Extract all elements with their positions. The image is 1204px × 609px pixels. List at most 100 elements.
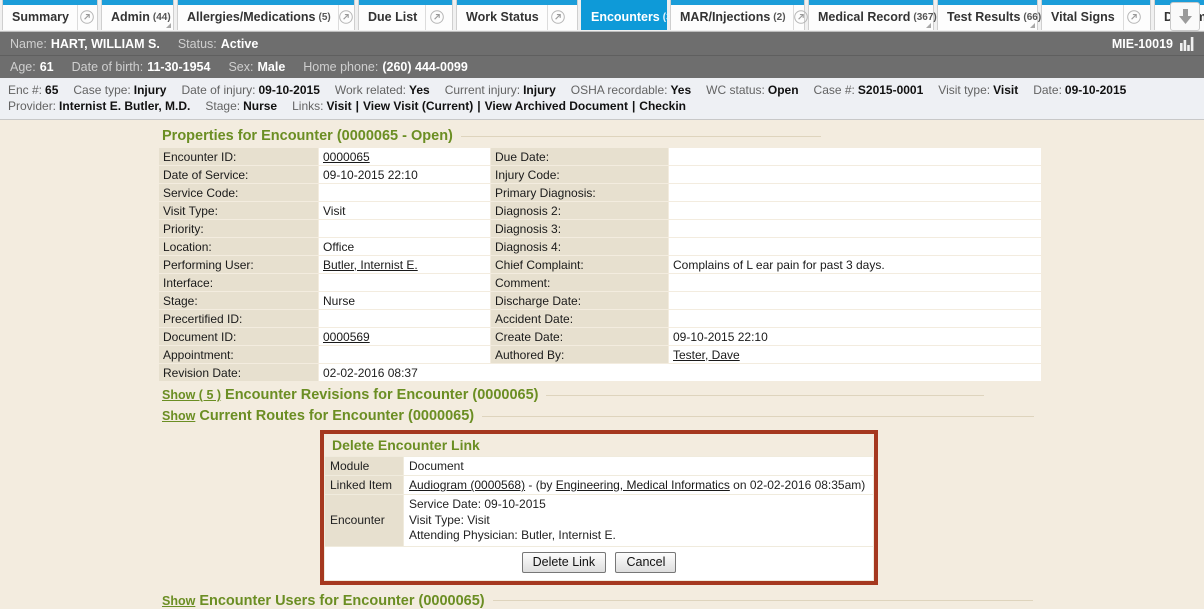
property-label: Diagnosis 2:	[490, 201, 669, 220]
tab-bar: Summary Admin (44) Allergies/Medications (5)…	[0, 0, 1204, 32]
tab-allergies-medications[interactable]: Allergies/Medications (5)	[177, 0, 355, 30]
tab-popout-icon[interactable]	[546, 0, 569, 30]
enc-field-value: 09-10-2015	[1064, 83, 1127, 97]
table-row: Service Code: Primary Diagnosis:	[158, 183, 1042, 202]
property-value: 09-10-2015 22:10	[318, 165, 491, 184]
tab-vital-signs[interactable]: Vital Signs	[1041, 0, 1151, 30]
encounter-link-checkin[interactable]: Checkin	[639, 99, 686, 113]
tab-mar-injections[interactable]: MAR/Injections (2)	[670, 0, 808, 30]
property-label: Comment:	[490, 273, 669, 292]
property-value	[668, 165, 1042, 184]
bar-chart-icon[interactable]	[1180, 36, 1196, 51]
property-label: Encounter ID:	[158, 147, 319, 166]
links-label: Links:	[292, 99, 324, 113]
table-row: Priority: Diagnosis 3:	[158, 219, 1042, 238]
tab-admin[interactable]: Admin (44)	[101, 0, 174, 30]
encounter-service-date: Service Date: 09-10-2015	[409, 497, 546, 511]
section-encounter-revisions: Show ( 5 ) Encounter Revisions for Encoun…	[158, 387, 1204, 403]
encounter-link-view-archived-document[interactable]: View Archived Document	[484, 99, 628, 113]
enc-field-value: 65	[45, 83, 59, 97]
tab-label: MAR/Injections	[680, 10, 771, 24]
property-value: 09-10-2015 22:10	[668, 327, 1042, 346]
tab-label: Allergies/Medications	[187, 10, 316, 24]
property-label: Injury Code:	[490, 165, 669, 184]
property-label: Location:	[158, 237, 319, 256]
encounter-attending-physician: Attending Physician: Butler, Internist E…	[409, 528, 616, 542]
tab-popout-icon[interactable]	[425, 0, 447, 30]
enc-field-value: Yes	[409, 83, 430, 97]
property-label: Document ID:	[158, 327, 319, 346]
table-row: Revision Date: 02-02-2016 08:37	[158, 363, 1042, 382]
tab-count-badge: (2)	[773, 12, 786, 23]
tab-popout-icon[interactable]	[76, 0, 97, 30]
properties-section-title: Properties for Encounter (0000065 - Open…	[158, 128, 1204, 147]
property-label: Diagnosis 4:	[490, 237, 669, 256]
enc-field-value: Injury	[133, 83, 167, 97]
property-value-link[interactable]: 0000569	[323, 329, 370, 344]
property-value-link[interactable]: Butler, Internist E.	[323, 257, 418, 272]
dialog-encounter-value: Service Date: 09-10-2015 Visit Type: Vis…	[403, 494, 874, 547]
show-link-current-routes[interactable]: Show	[162, 409, 196, 423]
property-value[interactable]: Butler, Internist E.	[318, 255, 491, 274]
home-phone-label: Home phone:	[303, 60, 379, 74]
enc-field-label: Current injury:	[444, 83, 521, 97]
table-row: Location: Office Diagnosis 4:	[158, 237, 1042, 256]
encounter-link-visit[interactable]: Visit	[326, 99, 352, 113]
section-current-routes: Show Current Routes for Encounter (000006…	[158, 408, 1204, 424]
property-value	[318, 273, 491, 292]
table-row: Precertified ID: Accident Date:	[158, 309, 1042, 328]
enc-field-label: Visit type:	[938, 83, 991, 97]
encounter-links: Visit | View Visit (Current) | View Archived…	[326, 99, 686, 113]
tab-popout-icon[interactable]	[337, 0, 354, 30]
dialog-button-bar: Delete Link Cancel	[324, 545, 874, 581]
tab-popout-icon[interactable]	[792, 0, 808, 30]
tab-encounters[interactable]: Encounters (3)	[581, 0, 675, 30]
encounter-info-row-2: Provider: Internist E. Butler, M.D. Stage:…	[8, 98, 1196, 114]
delete-link-button[interactable]: Delete Link	[521, 551, 607, 573]
property-value[interactable]: 0000065	[318, 147, 491, 166]
dialog-row-encounter: Encounter Service Date: 09-10-2015 Visit…	[324, 494, 874, 547]
tab-work-status[interactable]: Work Status	[456, 0, 578, 30]
encounter-link-view-visit-current[interactable]: View Visit (Current)	[362, 99, 474, 113]
show-link-encounter-users[interactable]: Show	[162, 593, 196, 608]
download-arrow-button[interactable]	[1170, 2, 1200, 31]
tab-count-badge: (44)	[152, 12, 171, 23]
patient-status-value: Active	[220, 36, 259, 51]
property-value[interactable]: Tester, Dave	[668, 345, 1042, 364]
enc-field-label: OSHA recordable:	[570, 83, 668, 97]
section-title-encounter-users: Encounter Users for Encounter (0000065)	[199, 592, 485, 609]
property-label: Diagnosis 3:	[490, 219, 669, 238]
enc-field-label: Date of injury:	[181, 83, 256, 97]
property-value-link[interactable]: Tester, Dave	[673, 347, 740, 362]
property-value	[668, 183, 1042, 202]
property-value[interactable]: 0000569	[318, 327, 491, 346]
tab-dropdown-triangle-icon[interactable]	[1030, 23, 1035, 28]
encounter-visit-type: Visit Type: Visit	[409, 512, 490, 527]
age-value: 61	[39, 60, 54, 74]
delete-encounter-link-dialog: Delete Encounter Link Module Document Li…	[320, 430, 878, 585]
tab-medical-record[interactable]: Medical Record (367)	[808, 0, 937, 30]
enc-field-value: Open	[767, 83, 799, 97]
tab-due-list[interactable]: Due List	[358, 0, 453, 30]
table-row: Interface: Comment:	[158, 273, 1042, 292]
tab-label: Admin	[111, 10, 150, 24]
linked-item-author-link[interactable]: Engineering, Medical Informatics	[555, 478, 730, 492]
patient-name-bar: Name: HART, WILLIAM S. Status: Active MI…	[0, 32, 1204, 55]
property-value	[318, 219, 491, 238]
cancel-button[interactable]: Cancel	[615, 551, 677, 573]
property-value	[668, 237, 1042, 256]
tab-dropdown-triangle-icon[interactable]	[926, 23, 931, 28]
property-label: Accident Date:	[490, 309, 669, 328]
revision-date-label: Revision Date:	[158, 363, 319, 382]
property-value-link[interactable]: 0000065	[323, 149, 370, 164]
show-link-encounter-revisions[interactable]: Show ( 5 )	[162, 388, 222, 402]
tab-summary[interactable]: Summary	[2, 0, 98, 30]
patient-name-label: Name:	[10, 36, 47, 51]
tab-popout-icon[interactable]	[1122, 0, 1145, 30]
linked-item-link[interactable]: Audiogram (0000568)	[409, 478, 526, 492]
tab-dropdown-triangle-icon[interactable]	[166, 23, 171, 28]
tab-test-results[interactable]: Test Results (66)	[937, 0, 1041, 30]
property-value	[668, 219, 1042, 238]
enc-field-label: Case #:	[813, 83, 855, 97]
property-value	[318, 183, 491, 202]
